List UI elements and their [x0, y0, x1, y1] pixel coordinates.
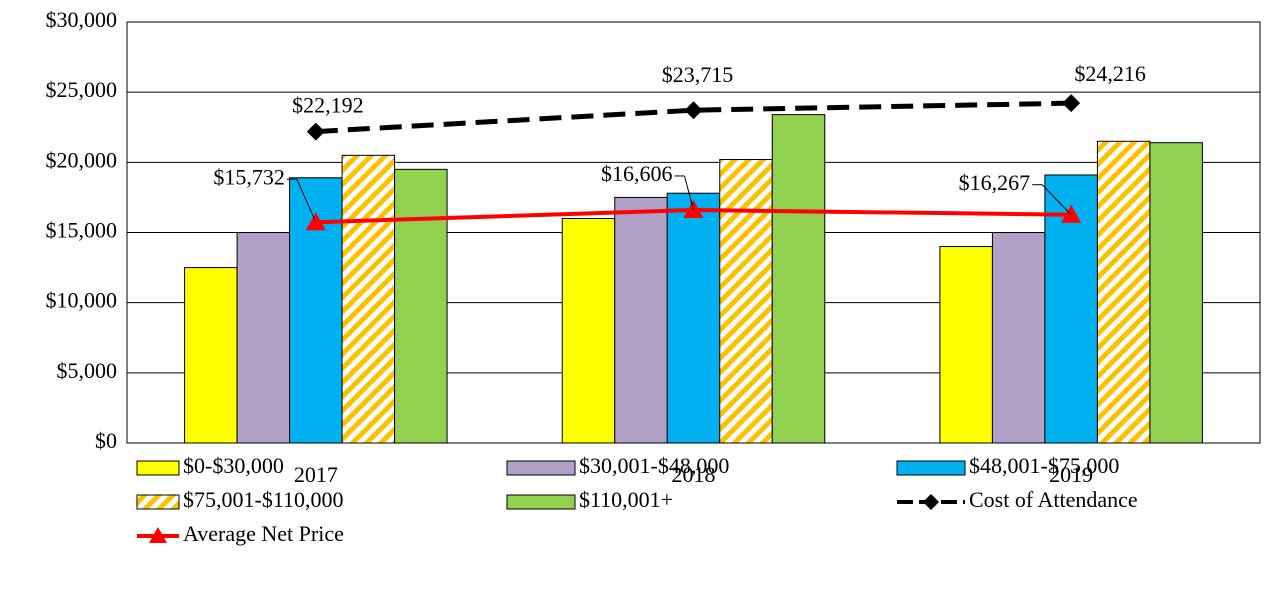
data-label: $16,267 [959, 170, 1031, 195]
data-label: $16,606 [601, 161, 673, 186]
bar [341, 154, 396, 444]
legend-label: $75,001-$110,000 [183, 487, 344, 512]
bar [719, 159, 773, 444]
y-tick-label: $30,000 [46, 7, 118, 32]
bar [561, 217, 616, 444]
bar [184, 267, 238, 444]
x-tick-label: 2017 [294, 462, 338, 487]
legend-swatch [136, 460, 180, 476]
y-tick-label: $15,000 [46, 218, 118, 243]
legend-item: $0-$30,000 [136, 453, 284, 478]
bar [1044, 174, 1098, 444]
legend-label: $110,001+ [579, 487, 673, 512]
legend-marker [923, 494, 939, 510]
legend-marker [149, 527, 167, 543]
legend-item: Cost of Attendance [897, 487, 1138, 512]
data-label: $22,192 [292, 93, 364, 118]
bar [614, 196, 668, 444]
leader-line [1041, 184, 1072, 216]
leader-line [296, 179, 317, 223]
legend-item: Average Net Price [137, 521, 344, 546]
x-tick-label: 2019 [1049, 462, 1093, 487]
y-tick-label: $10,000 [46, 288, 118, 313]
y-tick-label: $20,000 [46, 147, 118, 172]
bar [236, 232, 291, 444]
legend-label: Cost of Attendance [969, 487, 1138, 512]
leader-line [684, 175, 694, 211]
legend-swatch [896, 460, 966, 476]
bar [939, 246, 993, 444]
x-tick-label: 2018 [672, 462, 716, 487]
marker [306, 122, 325, 141]
legend-item: $30,001-$48,000 [506, 453, 729, 478]
data-label: $24,216 [1074, 61, 1146, 86]
marker [1061, 204, 1082, 223]
bar [991, 232, 1046, 444]
y-tick-label: $25,000 [46, 77, 118, 102]
legend-item: $48,001-$75,000 [896, 453, 1119, 478]
legend-swatch [506, 494, 576, 510]
bar [394, 168, 448, 444]
data-label: $23,715 [662, 62, 734, 87]
marker [1062, 94, 1081, 113]
bar [1096, 140, 1151, 444]
legend-label: $30,001-$48,000 [579, 453, 729, 478]
bar [1149, 142, 1203, 444]
bar [666, 192, 721, 444]
y-tick-label: $0 [95, 428, 117, 453]
legend-swatch [136, 494, 180, 510]
legend-label: $48,001-$75,000 [969, 453, 1119, 478]
legend-item: $110,001+ [506, 487, 673, 512]
data-label: $15,732 [213, 164, 285, 189]
marker [684, 101, 703, 120]
legend-label: Average Net Price [183, 521, 344, 546]
y-tick-label: $5,000 [57, 358, 118, 383]
legend-label: $0-$30,000 [183, 453, 284, 478]
bar [771, 114, 826, 444]
legend-item: $75,001-$110,000 [136, 487, 344, 512]
legend-swatch [506, 460, 576, 476]
